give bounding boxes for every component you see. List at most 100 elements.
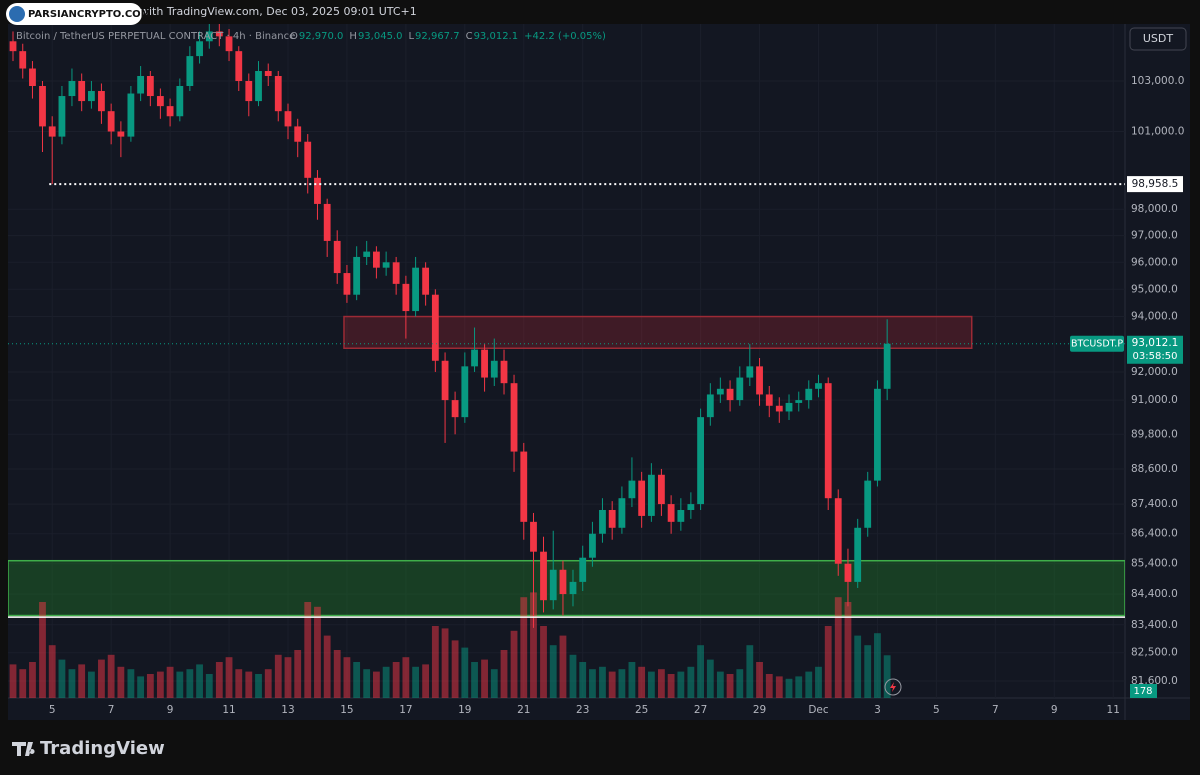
candle-body (756, 366, 763, 395)
candle-body (589, 533, 596, 558)
volume-bar (549, 645, 557, 698)
volume-bar (146, 674, 154, 698)
candle-body (29, 68, 36, 86)
volume-bar (186, 669, 194, 698)
volume-bar (431, 626, 439, 698)
candle-body (805, 388, 813, 401)
candle-body (765, 394, 773, 406)
currency-button[interactable] (1129, 27, 1187, 51)
volume-bar (196, 664, 203, 698)
legend-value: 92,967.7 (415, 31, 460, 42)
legend-key: L (408, 31, 414, 42)
candle-body (697, 417, 705, 505)
volume-bar (775, 676, 783, 698)
volume-bar (363, 669, 371, 698)
currency-label[interactable]: USDT (1143, 32, 1174, 45)
y-tick-label: 89,800.0 (1131, 428, 1178, 440)
level-label-box (1127, 176, 1183, 193)
candle-body (874, 388, 881, 481)
candles (9, 24, 891, 628)
volume-bar (638, 666, 646, 698)
candle-body (706, 394, 714, 418)
candle-body (628, 480, 636, 499)
volume-bar (647, 671, 655, 698)
zone (343, 315, 973, 350)
candle-body (68, 80, 76, 97)
candle-body (156, 96, 164, 107)
volume-bar (736, 669, 744, 698)
candle-body (520, 451, 528, 522)
volume-bar (264, 669, 272, 698)
candle-body (215, 31, 223, 37)
y-tick-label: 81,600.0 (1131, 675, 1178, 687)
alert-bolt (890, 682, 896, 692)
candle-body (775, 405, 783, 412)
candle-body (304, 141, 312, 178)
symbol-label-box (1070, 335, 1124, 352)
x-tick-label: 7 (108, 704, 115, 716)
candle-body (716, 388, 724, 395)
volume-bar (215, 662, 223, 698)
volume-bar (490, 669, 498, 698)
candle-body (844, 563, 852, 582)
published-text: with TradingView.com, Dec 03, 2025 09:01… (140, 5, 417, 18)
candle-body (854, 527, 862, 582)
candle-body (363, 251, 371, 257)
x-tick-label: 27 (694, 704, 707, 716)
volume-bar (156, 671, 164, 698)
legend-key: O (290, 31, 298, 42)
y-tick-label: 85,400.0 (1131, 558, 1178, 570)
volume-bar (127, 669, 135, 698)
candle-body (166, 106, 174, 117)
candle-body (422, 267, 430, 295)
y-tick-label: 94,000.0 (1131, 311, 1178, 323)
volume-bar (756, 662, 763, 698)
x-tick-label: 29 (753, 704, 766, 716)
x-tick-label: 9 (167, 704, 174, 716)
volume-bar (785, 678, 793, 698)
volume-bar (441, 628, 449, 698)
alert-icon[interactable] (884, 678, 902, 696)
candle-body (137, 75, 145, 94)
candle-body (284, 111, 292, 127)
y-tick-label: 103,000.0 (1131, 75, 1184, 87)
x-tick-label: Dec (808, 704, 829, 716)
volume-bar (824, 626, 832, 698)
candle-body (687, 504, 695, 510)
volume-bar (805, 671, 813, 698)
volume-bar (245, 671, 253, 698)
candle-body (274, 75, 282, 112)
volume-bar (608, 671, 616, 698)
countdown-label: 03:58:50 (1133, 351, 1178, 362)
candle-body (599, 509, 606, 534)
volume-bar (667, 674, 675, 698)
volume-bar (599, 666, 606, 698)
legend-value: 93,045.0 (358, 31, 403, 42)
candle-body (815, 383, 822, 389)
volume-bar (284, 657, 292, 698)
x-tick-label: 3 (874, 704, 881, 716)
volume-bar (746, 645, 754, 698)
candle-body (225, 36, 233, 52)
candle-body (186, 56, 194, 86)
candle-body (333, 240, 341, 274)
watermark-icon (9, 6, 25, 22)
volume-bar (815, 666, 822, 698)
candle-body (795, 400, 803, 403)
volume-bar (726, 674, 734, 698)
candle-body (451, 400, 459, 418)
volume-bar (205, 674, 213, 698)
volume-bar (697, 645, 705, 698)
candle-body (785, 402, 793, 412)
volume-bar (883, 655, 891, 698)
y-tick-label: 95,000.0 (1131, 283, 1178, 295)
x-tick-label: 5 (49, 704, 56, 716)
candle-body (314, 177, 321, 204)
volume-bar (166, 666, 174, 698)
candle-body (78, 80, 86, 102)
ohlc-legend: O 92,970.0 H 93,045.0 L 92,967.7 C 93,012.1 +42.… (290, 31, 606, 42)
volume-bar (68, 669, 76, 698)
price-label-box (1127, 335, 1183, 364)
candle-body (579, 557, 587, 582)
candle-body (382, 262, 390, 268)
